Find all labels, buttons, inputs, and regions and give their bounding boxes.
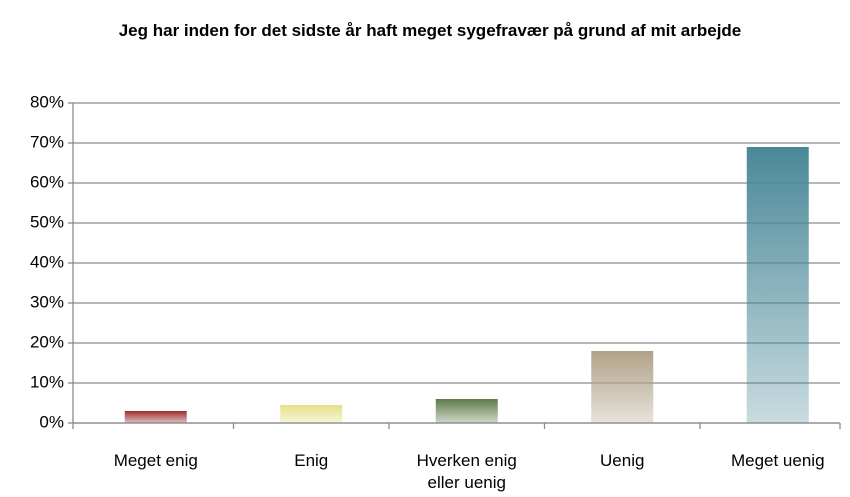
x-tick-label: Enig bbox=[294, 451, 329, 470]
x-tick-label: Meget enig bbox=[113, 451, 198, 470]
bar bbox=[746, 147, 809, 423]
y-tick-label: 20% bbox=[30, 332, 64, 351]
y-tick-label: 50% bbox=[30, 212, 64, 231]
bar bbox=[124, 411, 187, 423]
x-tick-label: Uenig bbox=[600, 451, 645, 470]
bar bbox=[280, 405, 343, 423]
chart-title: Jeg har inden for det sidste år haft meg… bbox=[118, 21, 742, 40]
y-tick-label: 30% bbox=[30, 292, 64, 311]
y-tick-label: 80% bbox=[30, 92, 64, 111]
y-tick-label: 0% bbox=[39, 412, 64, 431]
y-tick-label: 40% bbox=[30, 252, 64, 271]
y-tick-label: 70% bbox=[30, 132, 64, 151]
bar bbox=[591, 351, 654, 423]
y-tick-label: 10% bbox=[30, 372, 64, 391]
y-tick-label: 60% bbox=[30, 172, 64, 191]
x-tick-label: Hverken enig eller uenig bbox=[416, 451, 517, 492]
x-tick-label: Meget uenig bbox=[730, 451, 825, 470]
bar bbox=[435, 399, 498, 423]
